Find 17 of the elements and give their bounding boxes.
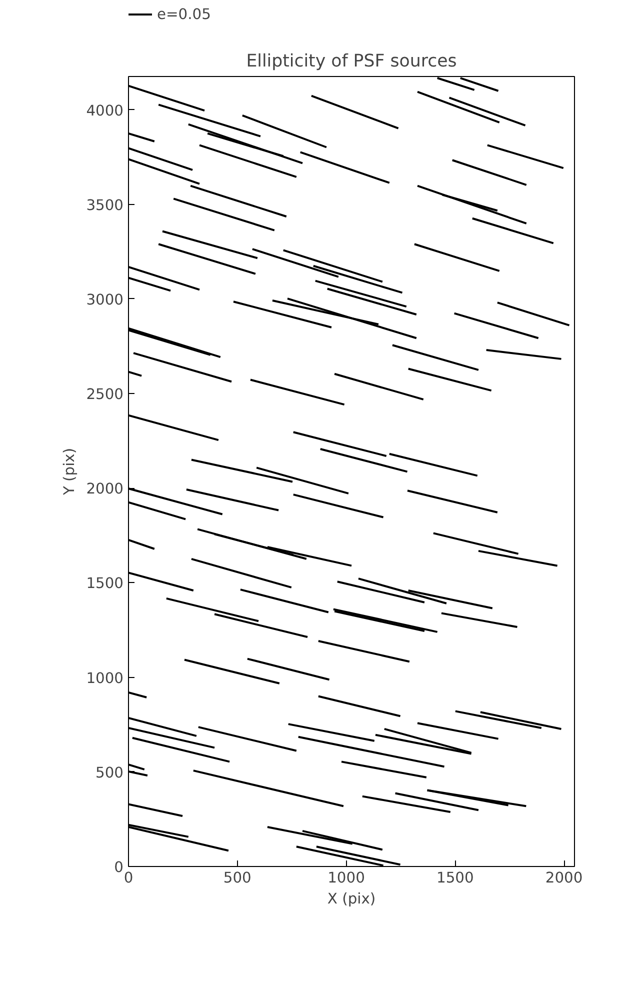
y-tick-label: 3000 <box>86 291 124 308</box>
y-tick-label: 0 <box>114 859 124 876</box>
y-tick-label: 2000 <box>86 480 124 498</box>
y-tick-label: 4000 <box>86 102 124 120</box>
y-tick-label: 1000 <box>86 670 124 687</box>
y-axis-title: Y (pix) <box>61 448 78 496</box>
y-tick-label: 2500 <box>86 386 124 404</box>
y-tick-label: 500 <box>96 764 124 782</box>
legend-label: e=0.05 <box>157 6 211 22</box>
x-tick-label: 2000 <box>545 870 583 886</box>
x-tick-label: 1500 <box>436 870 474 886</box>
x-axis-title: X (pix) <box>327 890 376 908</box>
y-tick-label: 1500 <box>86 575 124 592</box>
y-tick-label: 3500 <box>86 196 124 214</box>
x-tick-label: 500 <box>223 870 252 886</box>
chart-title: Ellipticity of PSF sources <box>246 52 457 72</box>
x-tick-label: 1000 <box>328 870 365 886</box>
